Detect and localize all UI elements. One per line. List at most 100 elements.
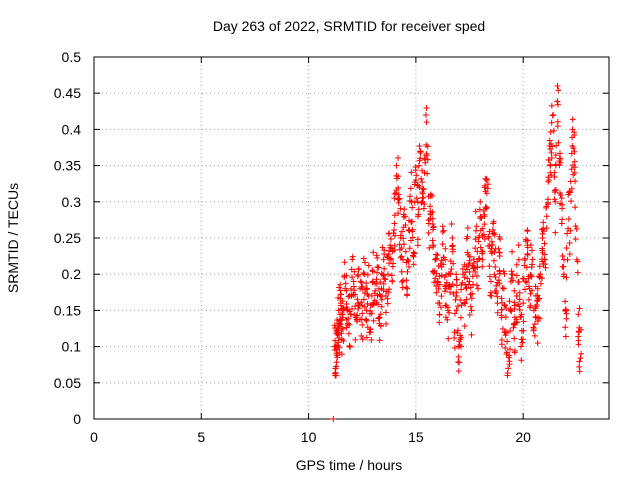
- data-point: [380, 272, 387, 279]
- data-point: [395, 210, 402, 217]
- data-point: [576, 305, 583, 312]
- data-point: [424, 170, 431, 177]
- data-point: [434, 252, 441, 259]
- data-point: [370, 317, 377, 324]
- data-point: [405, 263, 412, 270]
- data-point: [403, 277, 410, 284]
- axes: 0 0.05 0.1 0.15 0.2 0.25 0.3 0.35 0.4 0.45 0.5 0 5 10…: [54, 49, 610, 445]
- data-point: [522, 257, 529, 264]
- data-point: [509, 248, 516, 255]
- data-point: [516, 289, 523, 296]
- y-tick-label: 0.4: [62, 121, 82, 137]
- data-point: [398, 245, 405, 252]
- data-point: [466, 253, 473, 260]
- data-point: [429, 221, 436, 228]
- data-point: [439, 228, 446, 235]
- data-point: [492, 274, 499, 281]
- data-point: [570, 145, 577, 152]
- data-point: [404, 268, 411, 275]
- data-point: [376, 337, 383, 344]
- data-point: [531, 332, 538, 339]
- data-point: [461, 274, 468, 281]
- data-point: [479, 232, 486, 239]
- data-point: [368, 336, 375, 343]
- data-point: [569, 126, 576, 133]
- data-point: [491, 249, 498, 256]
- data-point: [487, 292, 494, 299]
- data-point: [415, 211, 422, 218]
- data-point: [523, 264, 530, 271]
- data-point: [507, 346, 514, 353]
- data-point: [480, 231, 487, 238]
- data-point: [363, 307, 370, 314]
- data-point: [571, 129, 578, 136]
- data-point: [404, 256, 411, 263]
- data-point: [551, 187, 558, 194]
- data-point: [339, 311, 346, 318]
- data-point: [503, 305, 510, 312]
- data-point: [397, 254, 404, 261]
- data-point: [405, 258, 412, 265]
- data-point: [527, 242, 534, 249]
- data-point: [479, 225, 486, 232]
- data-point: [442, 314, 449, 321]
- data-point: [430, 223, 437, 230]
- data-point: [503, 329, 510, 336]
- data-point: [500, 268, 507, 275]
- data-point: [529, 247, 536, 254]
- data-point: [560, 273, 567, 280]
- data-point: [449, 281, 456, 288]
- data-point: [491, 230, 498, 237]
- data-point: [373, 276, 380, 283]
- data-point: [352, 303, 359, 310]
- data-point: [463, 296, 470, 303]
- data-point: [524, 251, 531, 258]
- data-point: [516, 296, 523, 303]
- data-point: [505, 354, 512, 361]
- data-point: [419, 185, 426, 192]
- data-point: [419, 190, 426, 197]
- data-point: [535, 273, 542, 280]
- data-point: [392, 232, 399, 239]
- data-point: [391, 220, 398, 227]
- data-point: [572, 204, 579, 211]
- data-point: [440, 254, 447, 261]
- data-point: [511, 335, 518, 342]
- data-point: [483, 190, 490, 197]
- data-point: [432, 275, 439, 282]
- data-point: [377, 322, 384, 329]
- data-point: [359, 336, 366, 343]
- data-point: [435, 285, 442, 292]
- data-point: [471, 265, 478, 272]
- data-point: [547, 129, 554, 136]
- data-point: [559, 263, 566, 270]
- data-point: [457, 314, 464, 321]
- data-point: [541, 240, 548, 247]
- data-point: [558, 195, 565, 202]
- data-point: [533, 314, 540, 321]
- data-point: [479, 263, 486, 270]
- data-point: [533, 301, 540, 308]
- y-tick-label: 0.45: [54, 85, 81, 101]
- data-point: [454, 303, 461, 310]
- data-point: [527, 304, 534, 311]
- data-point: [345, 293, 352, 300]
- data-point: [429, 215, 436, 222]
- data-point: [341, 259, 348, 266]
- data-point: [340, 305, 347, 312]
- data-point: [490, 218, 497, 225]
- data-point: [531, 321, 538, 328]
- data-point: [556, 190, 563, 197]
- data-point: [440, 261, 447, 268]
- data-point: [500, 285, 507, 292]
- data-point: [574, 258, 581, 265]
- data-point: [554, 98, 561, 105]
- data-point: [348, 305, 355, 312]
- data-point: [388, 272, 395, 279]
- data-point: [551, 196, 558, 203]
- data-point: [565, 216, 572, 223]
- data-point: [559, 201, 566, 208]
- data-point: [430, 269, 437, 276]
- data-point: [475, 285, 482, 292]
- data-point: [369, 279, 376, 286]
